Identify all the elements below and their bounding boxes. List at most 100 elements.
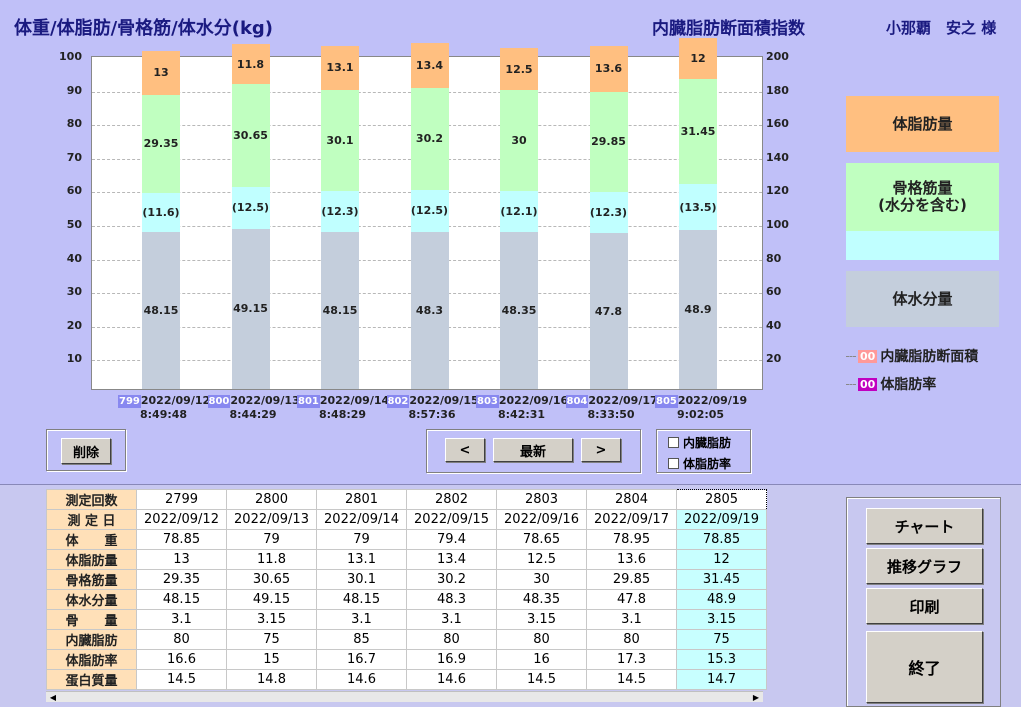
table-cell[interactable]: 16.9 bbox=[406, 649, 497, 670]
x-tick-time: 9:02:05 bbox=[677, 408, 725, 421]
table-cell[interactable]: 14.5 bbox=[496, 669, 587, 690]
table-cell[interactable]: 47.8 bbox=[586, 589, 677, 610]
table-cell[interactable]: 13 bbox=[136, 549, 227, 570]
visceral-checkbox[interactable]: 内臓脂肪 bbox=[668, 434, 731, 451]
latest-button[interactable]: 最新 bbox=[493, 438, 573, 462]
table-cell[interactable]: 2803 bbox=[496, 489, 587, 510]
table-cell[interactable]: 16.6 bbox=[136, 649, 227, 670]
table-cell[interactable]: 3.15 bbox=[226, 609, 317, 630]
table-cell[interactable]: 12 bbox=[676, 549, 767, 570]
table-cell[interactable]: 80 bbox=[496, 629, 587, 650]
table-cell[interactable]: 2804 bbox=[586, 489, 677, 510]
table-cell[interactable]: 75 bbox=[226, 629, 317, 650]
table-cell[interactable]: 13.6 bbox=[586, 549, 677, 570]
table-cell[interactable]: 17.3 bbox=[586, 649, 677, 670]
table-cell[interactable]: 3.15 bbox=[496, 609, 587, 630]
table-cell[interactable]: 29.35 bbox=[136, 569, 227, 590]
table-cell[interactable]: 2022/09/16 bbox=[496, 509, 587, 530]
table-cell[interactable]: 75 bbox=[676, 629, 767, 650]
table-cell[interactable]: 14.8 bbox=[226, 669, 317, 690]
scroll-right-icon[interactable]: ▶ bbox=[752, 692, 760, 702]
table-cell[interactable]: 14.7 bbox=[676, 669, 767, 690]
table-cell[interactable]: 3.1 bbox=[316, 609, 407, 630]
checkbox-icon[interactable] bbox=[668, 437, 679, 448]
table-cell[interactable]: 14.6 bbox=[406, 669, 497, 690]
x-tick-date: 2022/09/12 bbox=[140, 394, 211, 407]
table-cell[interactable]: 79.4 bbox=[406, 529, 497, 550]
y-left-tick: 80 bbox=[66, 117, 82, 131]
table-cell[interactable]: 2022/09/15 bbox=[406, 509, 497, 530]
table-row: 体 重 78.85 79 79 79.4 78.65 78.95 78.85 bbox=[46, 529, 767, 550]
table-cell[interactable]: 80 bbox=[586, 629, 677, 650]
table-cell[interactable]: 80 bbox=[406, 629, 497, 650]
delete-button[interactable]: 削除 bbox=[61, 438, 111, 464]
x-tick-date: 2022/09/16 bbox=[498, 394, 569, 407]
table-cell[interactable]: 2800 bbox=[226, 489, 317, 510]
table-cell[interactable]: 14.5 bbox=[586, 669, 677, 690]
table-cell[interactable]: 2022/09/19 bbox=[676, 509, 767, 530]
print-button[interactable]: 印刷 bbox=[866, 588, 983, 624]
table-cell[interactable]: 2022/09/17 bbox=[586, 509, 677, 530]
table-cell[interactable]: 13.1 bbox=[316, 549, 407, 570]
table-cell[interactable]: 78.65 bbox=[496, 529, 587, 550]
scroll-left-icon[interactable]: ◀ bbox=[49, 692, 57, 702]
table-cell[interactable]: 3.1 bbox=[406, 609, 497, 630]
table-cell[interactable]: 31.45 bbox=[676, 569, 767, 590]
table-cell[interactable]: 2805 bbox=[676, 489, 767, 510]
x-tick-date: 2022/09/14 bbox=[319, 394, 390, 407]
bar-segment-water2: (12.1) bbox=[500, 190, 538, 232]
dash-icon bbox=[846, 355, 856, 357]
table-cell[interactable]: 12.5 bbox=[496, 549, 587, 570]
trend-graph-button[interactable]: 推移グラフ bbox=[866, 548, 983, 584]
table-cell[interactable]: 3.1 bbox=[586, 609, 677, 630]
table-cell[interactable]: 48.3 bbox=[406, 589, 497, 610]
side-button-panel: チャート 推移グラフ 印刷 終了 bbox=[846, 497, 1001, 707]
table-cell[interactable]: 79 bbox=[226, 529, 317, 550]
fatpct-checkbox[interactable]: 体脂肪率 bbox=[668, 455, 731, 472]
row-header: 体 重 bbox=[46, 529, 137, 550]
table-cell[interactable]: 78.85 bbox=[676, 529, 767, 550]
table-cell[interactable]: 2022/09/14 bbox=[316, 509, 407, 530]
y-right-tick: 40 bbox=[766, 318, 782, 332]
table-cell[interactable]: 14.6 bbox=[316, 669, 407, 690]
table-cell[interactable]: 3.1 bbox=[136, 609, 227, 630]
table-cell[interactable]: 16 bbox=[496, 649, 587, 670]
table-cell[interactable]: 11.8 bbox=[226, 549, 317, 570]
table-cell[interactable]: 2799 bbox=[136, 489, 227, 510]
table-cell[interactable]: 49.15 bbox=[226, 589, 317, 610]
table-cell[interactable]: 48.15 bbox=[136, 589, 227, 610]
table-cell[interactable]: 30 bbox=[496, 569, 587, 590]
table-cell[interactable]: 13.4 bbox=[406, 549, 497, 570]
y-left-tick: 60 bbox=[66, 184, 82, 198]
checkbox-icon[interactable] bbox=[668, 458, 679, 469]
table-cell[interactable]: 79 bbox=[316, 529, 407, 550]
table-cell[interactable]: 85 bbox=[316, 629, 407, 650]
table-cell[interactable]: 30.65 bbox=[226, 569, 317, 590]
table-cell[interactable]: 78.85 bbox=[136, 529, 227, 550]
prev-button[interactable]: < bbox=[445, 438, 485, 462]
next-button[interactable]: > bbox=[581, 438, 621, 462]
table-cell[interactable]: 2022/09/13 bbox=[226, 509, 317, 530]
chart-button[interactable]: チャート bbox=[866, 508, 983, 544]
y-right-tick: 200 bbox=[766, 50, 789, 63]
table-cell[interactable]: 2801 bbox=[316, 489, 407, 510]
table-cell[interactable]: 2022/09/12 bbox=[136, 509, 227, 530]
table-cell[interactable]: 48.9 bbox=[676, 589, 767, 610]
exit-button[interactable]: 終了 bbox=[866, 631, 983, 703]
table-cell[interactable]: 16.7 bbox=[316, 649, 407, 670]
table-cell[interactable]: 15 bbox=[226, 649, 317, 670]
x-tick-time: 8:48:29 bbox=[319, 408, 367, 421]
table-cell[interactable]: 15.3 bbox=[676, 649, 767, 670]
table-cell[interactable]: 3.15 bbox=[676, 609, 767, 630]
table-cell[interactable]: 30.1 bbox=[316, 569, 407, 590]
table-cell[interactable]: 14.5 bbox=[136, 669, 227, 690]
table-cell[interactable]: 2802 bbox=[406, 489, 497, 510]
table-cell[interactable]: 48.35 bbox=[496, 589, 587, 610]
measurement-table: 測定回数 2799 2800 2801 2802 2803 2804 2805 測 定 日 202… bbox=[46, 489, 767, 690]
table-cell[interactable]: 78.95 bbox=[586, 529, 677, 550]
table-cell[interactable]: 80 bbox=[136, 629, 227, 650]
table-cell[interactable]: 48.15 bbox=[316, 589, 407, 610]
table-cell[interactable]: 30.2 bbox=[406, 569, 497, 590]
horizontal-scrollbar[interactable]: ◀ ▶ bbox=[46, 691, 763, 702]
table-cell[interactable]: 29.85 bbox=[586, 569, 677, 590]
